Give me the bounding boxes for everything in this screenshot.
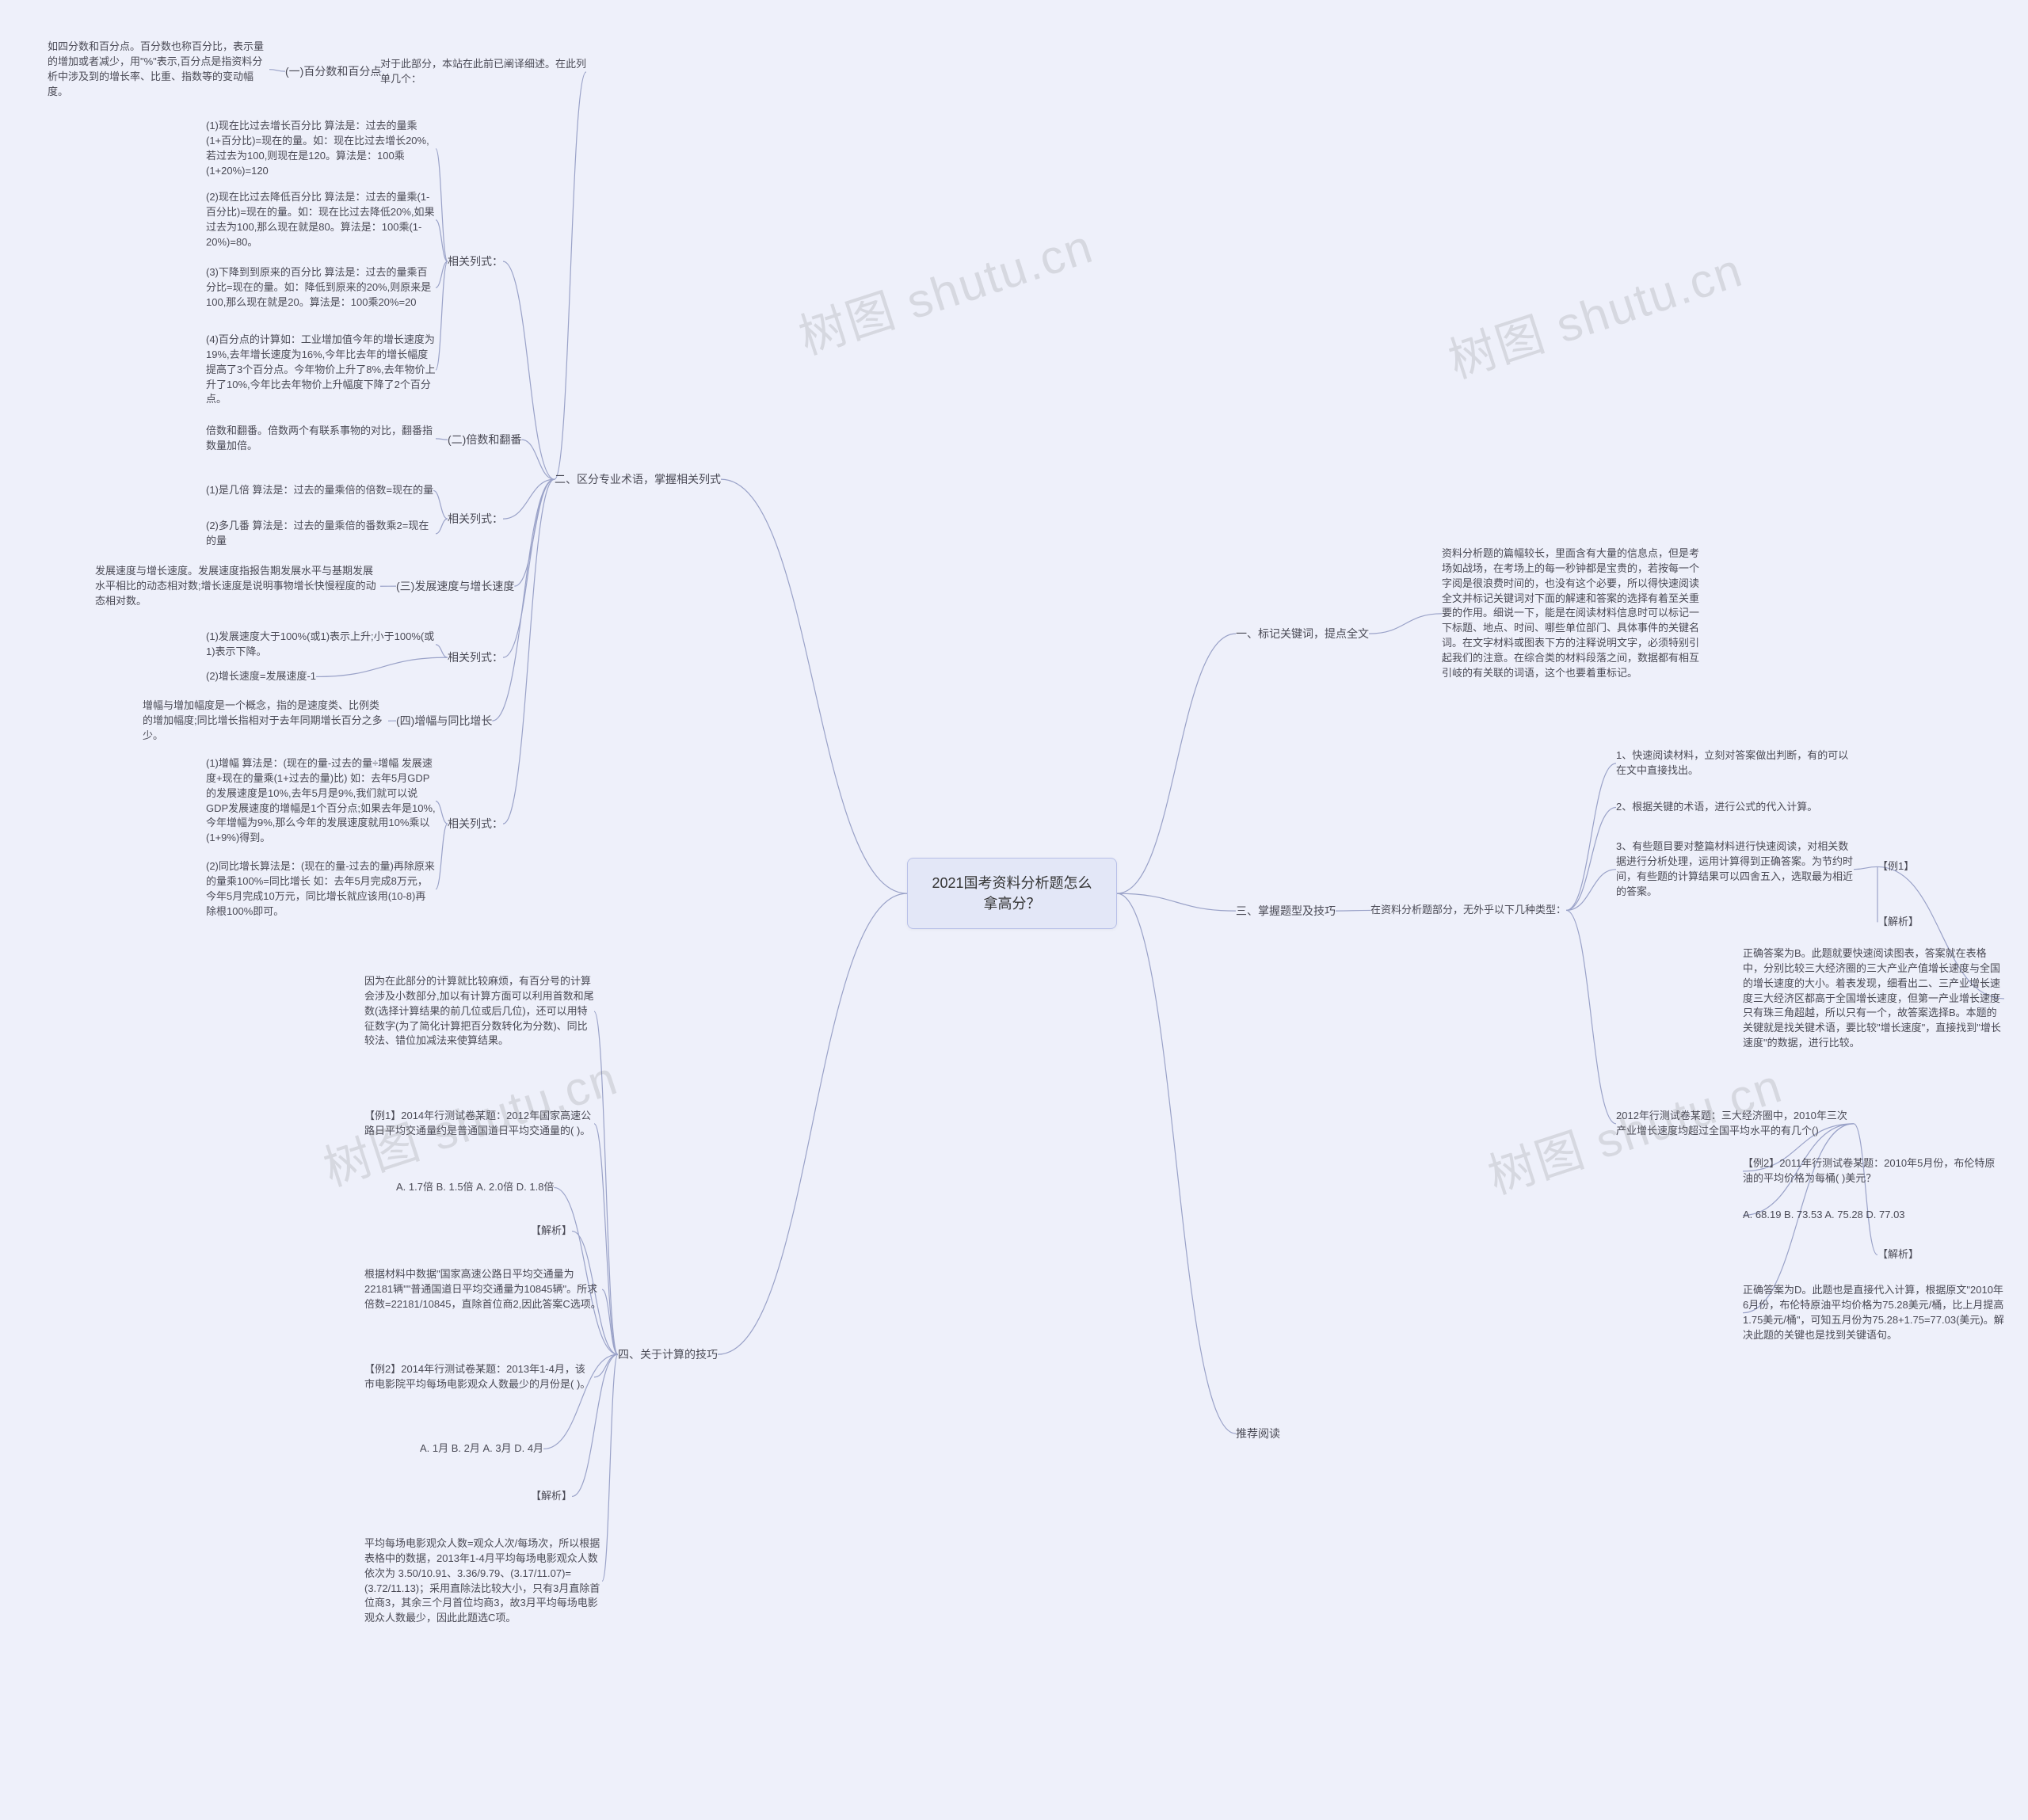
growth-label: (三)发展速度与增长速度 bbox=[396, 578, 514, 594]
pct-rel-a: (1)现在比过去增长百分比 算法是：过去的量乘(1+百分比)=现在的量。如：现在… bbox=[206, 119, 436, 178]
q-type-item-3: 3、有些题目要对整篇材料进行快速阅读，对相关数据进行分析处理，运用计算得到正确答… bbox=[1616, 840, 1854, 899]
pct-rel-d: (4)百分点的计算如：工业增加值今年的增长速度为19%,去年增长速度为16%,今… bbox=[206, 333, 436, 407]
pct-body: 如四分数和百分点。百分数也称百分比，表示量的增加或者减少，用"%"表示,百分点是… bbox=[48, 40, 269, 99]
growth-rel-label: 相关列式： bbox=[448, 649, 503, 665]
branch-calc-tips: 四、关于计算的技巧 bbox=[618, 1346, 718, 1362]
q-type-item-3-ans-label: 【解析】 bbox=[1877, 915, 1919, 930]
double-body: 倍数和翻番。倍数两个有联系事物的对比，翻番指数量加倍。 bbox=[206, 424, 436, 454]
calc-ex1-opts: A. 1.7倍 B. 1.5倍 A. 2.0倍 D. 1.8倍 bbox=[396, 1180, 554, 1195]
branch-mark-keywords: 一、标记关键词，提点全文 bbox=[1236, 626, 1369, 642]
q-type-item-4-ex2: 【例2】2011年行测试卷某题：2010年5月份，布伦特原油的平均价格为每桶( … bbox=[1743, 1156, 1996, 1186]
mindmap-canvas: 2021国考资料分析题怎么拿高分？ 一、标记关键词，提点全文 资料分析题的篇幅较… bbox=[0, 0, 2028, 1820]
q-type-item-3-ans: 正确答案为B。此题就要快速阅读图表，答案就在表格中，分别比较三大经济圈的三大产业… bbox=[1743, 946, 2004, 1051]
q-type-item-4-ans: 正确答案为D。此题也是直接代入计算，根据原文"2010年6月份，布伦特原油平均价… bbox=[1743, 1283, 2004, 1342]
double-rel-b: (2)多几番 算法是：过去的量乘倍的番数乘2=现在的量 bbox=[206, 519, 436, 549]
q-type-item-4-opts: A. 68.19 B. 73.53 A. 75.28 D. 77.03 bbox=[1743, 1208, 1905, 1223]
calc-ex1-ans: 根据材料中数据"国家高速公路日平均交通量为22181辆""普通国道日平均交通量为… bbox=[364, 1267, 602, 1312]
branch-question-types-note: 在资料分析题部分，无外乎以下几种类型： bbox=[1370, 903, 1566, 918]
double-rel-label: 相关列式： bbox=[448, 511, 503, 527]
yoy-label: (四)增幅与同比增长 bbox=[396, 713, 492, 729]
watermark: 树图 shutu.cn bbox=[1439, 232, 1751, 392]
pct-rel-b: (2)现在比过去降低百分比 算法是：过去的量乘(1-百分比)=现在的量。如：现在… bbox=[206, 190, 436, 249]
calc-ex1-q: 【例1】2014年行测试卷某题：2012年国家高速公路日平均交通量约是普通国道日… bbox=[364, 1109, 594, 1139]
pct-label: (一)百分数和百分点 bbox=[285, 63, 381, 79]
pct-lead: 对于此部分，本站在此前已阐译细述。在此列单几个： bbox=[380, 57, 586, 87]
double-label: (二)倍数和翻番 bbox=[448, 432, 521, 447]
double-rel-a: (1)是几倍 算法是：过去的量乘倍的倍数=现在的量 bbox=[206, 483, 433, 498]
root-title: 2021国考资料分析题怎么拿高分？ bbox=[932, 875, 1092, 912]
watermark: 树图 shutu.cn bbox=[789, 208, 1101, 368]
growth-rel-a: (1)发展速度大于100%(或1)表示上升;小于100%(或1)表示下降。 bbox=[206, 630, 436, 660]
root-node: 2021国考资料分析题怎么拿高分？ bbox=[907, 858, 1117, 929]
q-type-item-1: 1、快速阅读材料，立刻对答案做出判断，有的可以在文中直接找出。 bbox=[1616, 748, 1854, 779]
branch-terms: 二、区分专业术语，掌握相关列式 bbox=[555, 471, 721, 487]
yoy-rel-b: (2)同比增长算法是：(现在的量-过去的量)再除原来的量乘100%=同比增长 如… bbox=[206, 859, 436, 919]
yoy-rel-label: 相关列式： bbox=[448, 816, 503, 832]
pct-rel-label: 相关列式： bbox=[448, 253, 503, 269]
yoy-body: 增幅与增加幅度是一个概念，指的是速度类、比例类的增加幅度;同比增长指相对于去年同… bbox=[143, 699, 388, 744]
branch-recommended: 推荐阅读 bbox=[1236, 1426, 1280, 1441]
branch-question-types: 三、掌握题型及技巧 bbox=[1236, 903, 1336, 919]
calc-ex2-label: 【解析】 bbox=[531, 1489, 572, 1504]
calc-lead: 因为在此部分的计算就比较麻烦，有百分号的计算会涉及小数部分,加以有计算方面可以利… bbox=[364, 974, 594, 1049]
q-type-item-4-ans-label: 【解析】 bbox=[1877, 1247, 1919, 1262]
calc-ex2-opts: A. 1月 B. 2月 A. 3月 D. 4月 bbox=[420, 1441, 543, 1456]
growth-body: 发展速度与增长速度。发展速度指报告期发展水平与基期发展水平相比的动态相对数;增长… bbox=[95, 564, 380, 609]
pct-rel-c: (3)下降到到原来的百分比 算法是：过去的量乘百分比=现在的量。如：降低到原来的… bbox=[206, 265, 436, 310]
q-type-item-3-ex: 【例1】 bbox=[1877, 859, 1914, 874]
growth-rel-b: (2)增长速度=发展速度-1 bbox=[206, 669, 316, 684]
calc-ex2-q: 【例2】2014年行测试卷某题：2013年1-4月，该市电影院平均每场电影观众人… bbox=[364, 1362, 594, 1392]
calc-ex2-ans: 平均每场电影观众人数=观众人次/每场次，所以根据表格中的数据，2013年1-4月… bbox=[364, 1536, 602, 1626]
q-type-item-2: 2、根据关键的术语，进行公式的代入计算。 bbox=[1616, 800, 1817, 815]
yoy-rel-a: (1)增幅 算法是：(现在的量-过去的量÷增幅 发展速度+现在的量乘(1+过去的… bbox=[206, 756, 436, 846]
branch-mark-keywords-body: 资料分析题的篇幅较长，里面含有大量的信息点，但是考场如战场，在考场上的每一秒钟都… bbox=[1442, 546, 1703, 681]
q-type-item-4-q: 2012年行测试卷某题：三大经济圈中，2010年三次产业增长速度均超过全国平均水… bbox=[1616, 1109, 1854, 1139]
calc-ex1-label: 【解析】 bbox=[531, 1224, 572, 1239]
